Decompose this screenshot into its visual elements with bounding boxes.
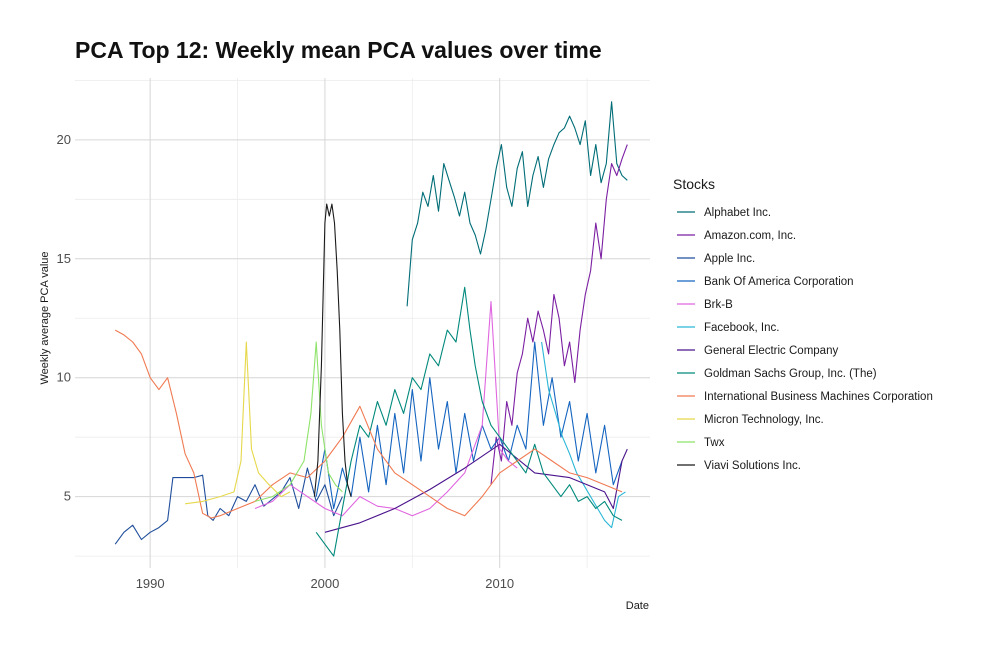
series-line-4 [254, 301, 518, 517]
chart-title: PCA Top 12: Weekly mean PCA values over … [75, 37, 602, 63]
series-line-1 [490, 144, 628, 485]
y-tick-label: 5 [64, 489, 71, 504]
series-line-3 [315, 341, 623, 510]
y-axis-label: Weekly average PCA value [39, 251, 51, 384]
legend-label: Brk-B [704, 299, 733, 311]
x-tick-label: 2010 [485, 576, 514, 591]
legend-label: Micron Technology, Inc. [704, 414, 824, 426]
grid [75, 78, 650, 568]
series-line-5 [541, 341, 626, 529]
y-tick-label: 15 [57, 251, 71, 266]
y-axis: 5 10 15 20 [57, 132, 71, 504]
legend-label: Facebook, Inc. [704, 322, 779, 334]
x-axis-label: Date [626, 600, 649, 612]
series-line-8 [114, 329, 623, 519]
series-line-11 [313, 203, 352, 497]
x-tick-label: 1990 [136, 576, 165, 591]
legend-label: Bank Of America Corporation [704, 276, 854, 288]
legend-label: Twx [704, 437, 725, 449]
legend-label: General Electric Company [704, 345, 838, 357]
legend-label: Goldman Sachs Group, Inc. (The) [704, 368, 877, 380]
legend-label: Apple Inc. [704, 253, 755, 265]
legend-label: Alphabet Inc. [704, 207, 771, 219]
series-layer [114, 101, 628, 557]
series-line-6 [324, 443, 628, 533]
x-axis: 1990 2000 2010 [136, 576, 514, 591]
series-line-0 [406, 101, 628, 307]
y-tick-label: 20 [57, 132, 71, 147]
series-line-10 [254, 341, 343, 502]
series-line-7 [315, 286, 623, 557]
legend: Stocks Alphabet Inc. Amazon.com, Inc. Appl… [673, 176, 933, 472]
x-tick-label: 2000 [310, 576, 339, 591]
legend-label: Viavi Solutions Inc. [704, 460, 801, 472]
legend-title: Stocks [673, 176, 715, 192]
y-tick-label: 10 [57, 370, 71, 385]
legend-label: International Business Machines Corporat… [704, 391, 933, 403]
series-line-9 [185, 341, 291, 505]
legend-label: Amazon.com, Inc. [704, 230, 796, 242]
series-line-2 [114, 467, 343, 545]
